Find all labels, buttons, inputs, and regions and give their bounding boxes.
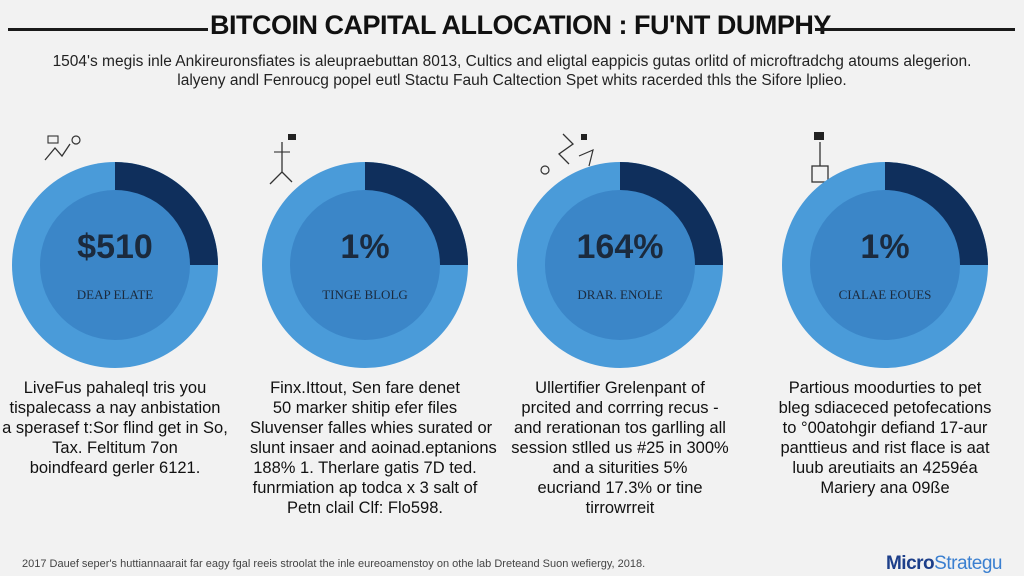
- donut-chart: 164% DRAR. ENOLE: [517, 162, 723, 368]
- brand-accent: Strategu: [934, 553, 1002, 574]
- description-line: tirrowrreit: [585, 499, 655, 517]
- subtitle: 1504's megis inle Ankireuronsfiates is a…: [20, 52, 1004, 90]
- stat-value: 1%: [340, 228, 389, 266]
- doodle-icon: [523, 130, 603, 193]
- brand-logo: MicroStrategu: [885, 553, 1003, 575]
- page-title: BITCOIN CAPITAL ALLOCATION : FU'NT DUMPH…: [210, 10, 831, 40]
- description-line: session stlled us #25 in 300%: [511, 439, 729, 457]
- description-line: Petn clail Clf: Flo598.: [287, 499, 443, 517]
- stat-value: 164%: [577, 228, 664, 266]
- stat-panel-4: 1% CIALAE EOUES Partious moodurties to p…: [770, 130, 1000, 520]
- doodle-icon: [808, 130, 838, 189]
- doodle-icon: [40, 130, 90, 173]
- description-line: to °00atohgir defiand 17-aur: [782, 419, 988, 437]
- description-line: Tax. Feltitum 7on: [52, 439, 178, 457]
- description-line: eucriand 17.3% or tine: [537, 479, 703, 497]
- stat-panel-3: 164% DRAR. ENOLE Ullertifier Grelenpant …: [505, 130, 735, 520]
- stat-description: Finx.Ittout, Sen fare denet 50 marker sh…: [250, 378, 497, 518]
- brand-main: Micro: [885, 553, 935, 574]
- description-line: Sluvenser falles whies surated or: [250, 419, 493, 437]
- donut-chart: 1% TINGE BLOLG: [262, 162, 468, 368]
- title-rule-right: [815, 28, 1015, 31]
- description-line: Mariery ana 09ße: [820, 479, 950, 497]
- title-rule-left: [8, 28, 208, 31]
- description-line: Ullertifier Grelenpant of: [535, 379, 705, 397]
- stat-panel-1: $510 DEAP ELATE LiveFus pahaleql tris yo…: [0, 130, 230, 520]
- doodle-icon: [262, 132, 302, 193]
- donut-chart: 1% CIALAE EOUES: [782, 162, 988, 368]
- description-line: Partious moodurties to pet: [788, 379, 982, 397]
- stat-description: Partious moodurties to pet bleg sdiacece…: [770, 378, 1000, 498]
- stat-label: DEAP ELATE: [77, 287, 153, 302]
- stat-label: TINGE BLOLG: [322, 287, 408, 302]
- description-line: panttieus and rist flace is aat: [780, 439, 990, 457]
- description-line: Finx.Ittout, Sen fare denet: [270, 379, 460, 397]
- subtitle-line: lalyeny andl Fenroucg popel eutl Stactu …: [177, 72, 847, 89]
- description-line: and rerationan tos garlling all: [514, 419, 726, 437]
- stat-description: LiveFus pahaleql tris you tispalecass a …: [0, 378, 230, 478]
- stat-description: Ullertifier Grelenpant of prcited and co…: [505, 378, 735, 518]
- description-line: LiveFus pahaleql tris you: [23, 379, 207, 397]
- donut-hole: [545, 190, 695, 340]
- description-line: tispalecass a nay anbistation: [9, 399, 221, 417]
- description-line: slunt insaer and aoinad.eptanions: [250, 439, 497, 457]
- donut-hole: [40, 190, 190, 340]
- stat-label: CIALAE EOUES: [839, 287, 932, 302]
- donut-chart: $510 DEAP ELATE: [12, 162, 218, 368]
- stat-value: $510: [77, 228, 153, 266]
- subtitle-line: 1504's megis inle Ankireuronsfiates is a…: [52, 53, 972, 70]
- stat-label: DRAR. ENOLE: [577, 287, 662, 302]
- description-line: prcited and corrring recus -: [521, 399, 719, 417]
- description-line: luub areutiaits an 4259éa: [792, 459, 978, 477]
- header: BITCOIN CAPITAL ALLOCATION : FU'NT DUMPH…: [0, 6, 1024, 46]
- description-line: and a siturities 5%: [552, 459, 688, 477]
- donut-hole: [290, 190, 440, 340]
- description-line: 50 marker shitip efer files: [272, 399, 458, 417]
- description-line: bleg sdiaceced petofecations: [778, 399, 992, 417]
- footnote: 2017 Dauef seper's huttiannaarait far ea…: [22, 558, 646, 570]
- description-line: 188% 1. Therlare gatis 7D ted.: [253, 459, 477, 477]
- description-line: boindfeard gerler 6121.: [29, 459, 201, 477]
- description-line: a sperasef t:Sor flind get in So,: [2, 419, 228, 437]
- description-line: funrmiation ap todca x 3 salt of: [252, 479, 478, 497]
- stat-panel-2: 1% TINGE BLOLG Finx.Ittout, Sen fare den…: [250, 130, 497, 520]
- stat-value: 1%: [860, 228, 909, 266]
- donut-hole: [810, 190, 960, 340]
